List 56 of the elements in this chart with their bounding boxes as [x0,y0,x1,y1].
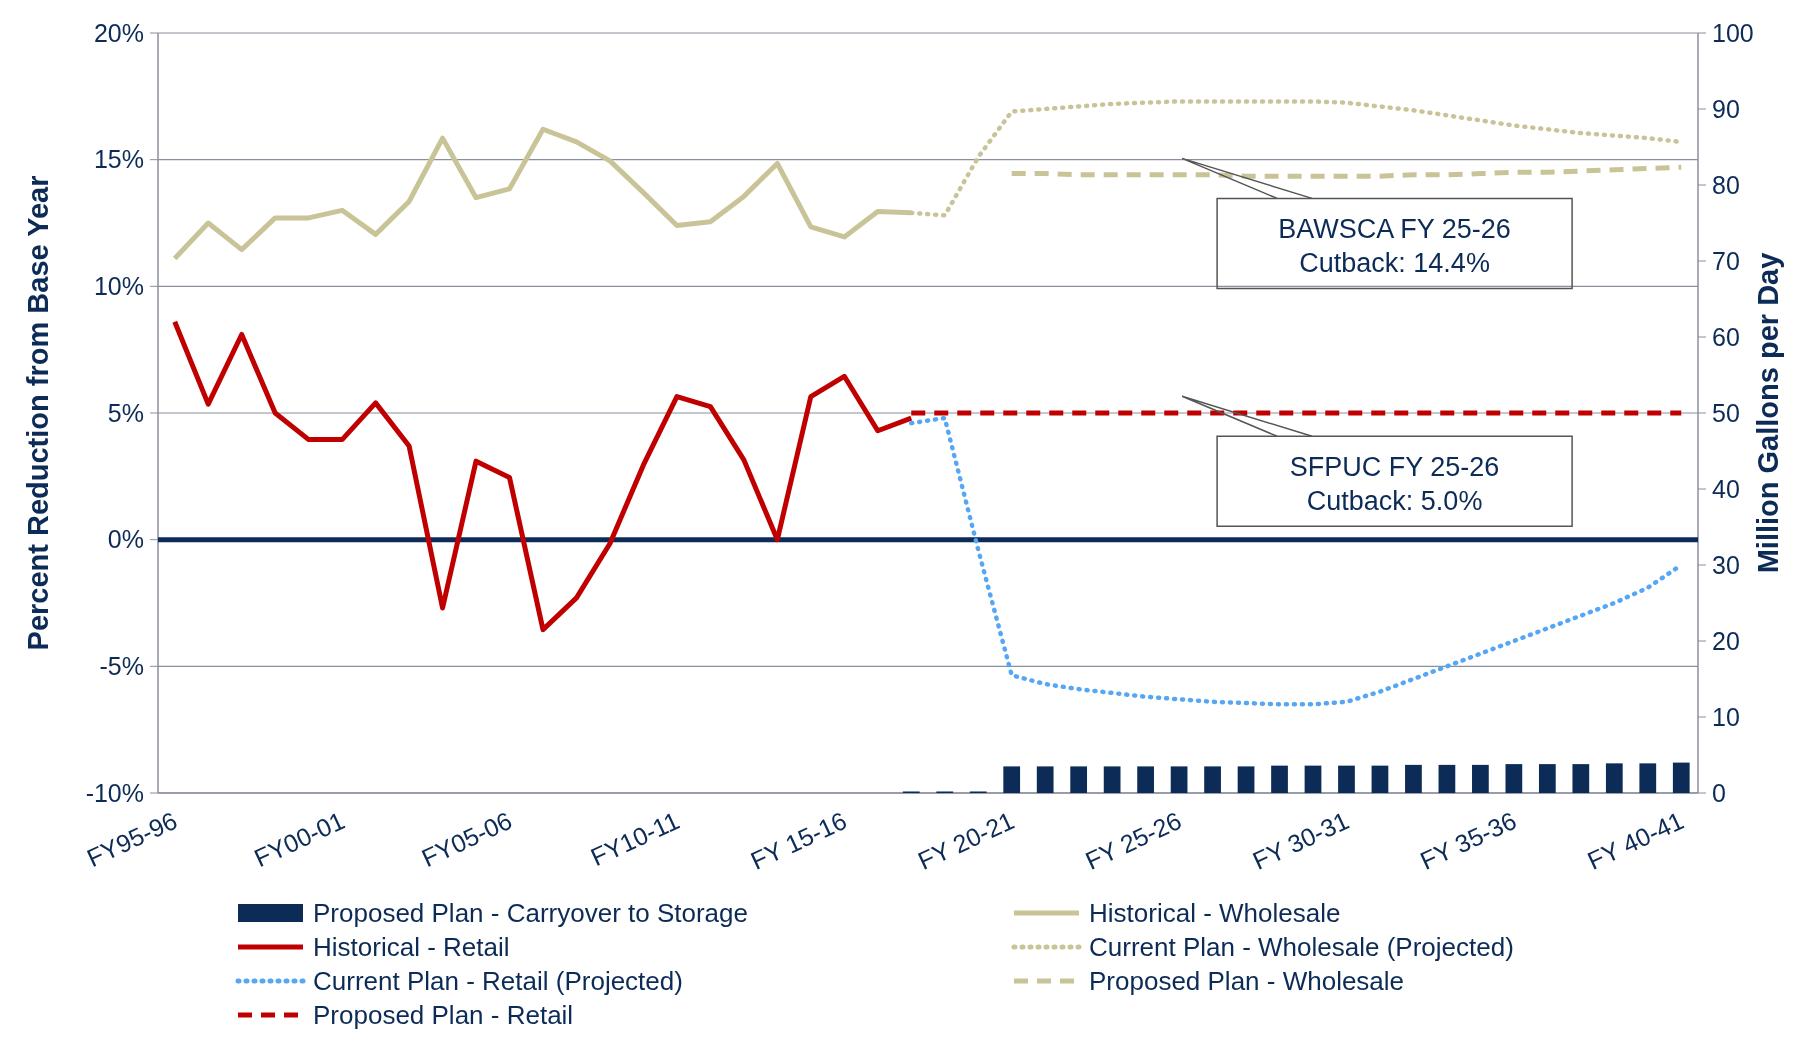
y-tick-label: 20% [93,18,144,47]
y2-tick-label: 20 [1712,626,1740,655]
bar [1371,765,1389,793]
annotation: SFPUC FY 25-26 Cutback: 5.0% [1289,452,1500,517]
bar [1103,766,1121,793]
y2-axis-title: Million Gallons per Day [1752,252,1784,574]
legend-label: Historical - Wholesale [1089,898,1341,929]
y2-tick-label: 50 [1712,398,1740,427]
y2-tick-label: 0 [1712,778,1726,807]
y-tick-label: 15% [93,145,144,174]
bar [1438,764,1456,793]
annotation: BAWSCA FY 25-26 Cutback: 14.4% [1278,214,1511,279]
bar [1204,766,1221,793]
x-tick-label: FY 40-41 [1583,806,1688,875]
y2-tick-label: 90 [1712,94,1740,123]
bar [1472,764,1489,793]
bar [1572,764,1590,793]
y-tick-label: 10% [93,272,144,301]
bar [1338,765,1355,793]
y2-tick-label: 10 [1712,702,1740,731]
y2-tick-label: 30 [1712,550,1740,579]
y-tick-label: 5% [107,398,144,427]
bar [1271,765,1288,793]
y-tick-label: -5% [99,652,144,681]
legend-label: Current Plan - Wholesale (Projected) [1089,932,1514,963]
bar [1237,766,1255,793]
y-tick-label: 0% [107,525,144,554]
legend-label: Proposed Plan - Wholesale [1089,966,1405,997]
y2-tick-label: 80 [1712,170,1740,199]
bar [1672,762,1690,793]
x-tick-label: FY 20-21 [913,806,1019,875]
bar [1605,763,1623,793]
bar [1070,766,1088,793]
x-tick-label: FY 35-36 [1415,806,1521,875]
y-tick-label: -10% [85,778,144,807]
bar [1538,764,1556,793]
x-tick-label: FY 25-26 [1080,806,1186,875]
x-tick-label: FY 15-16 [746,806,851,875]
bar [1304,765,1322,793]
bar [1036,766,1054,793]
y2-tick-label: 40 [1712,474,1740,503]
x-tick-label: FY 30-31 [1248,806,1353,875]
y2-tick-label: 60 [1712,322,1740,351]
y2-tick-label: 100 [1712,18,1754,47]
y-axis-title: Percent Reduction from Base Year [22,175,54,651]
legend-label: Proposed Plan - Carryover to Storage [313,898,748,929]
legend-label: Current Plan - Retail (Projected) [313,966,683,997]
bar [1405,764,1422,793]
y2-tick-label: 70 [1712,246,1740,275]
bar [1170,766,1188,793]
legend-label: Historical - Retail [313,932,510,963]
legend-label: Proposed Plan - Retail [313,1000,574,1031]
bar [1505,764,1523,793]
bar [1639,763,1657,793]
bar [1137,766,1154,793]
bar [1003,766,1021,793]
